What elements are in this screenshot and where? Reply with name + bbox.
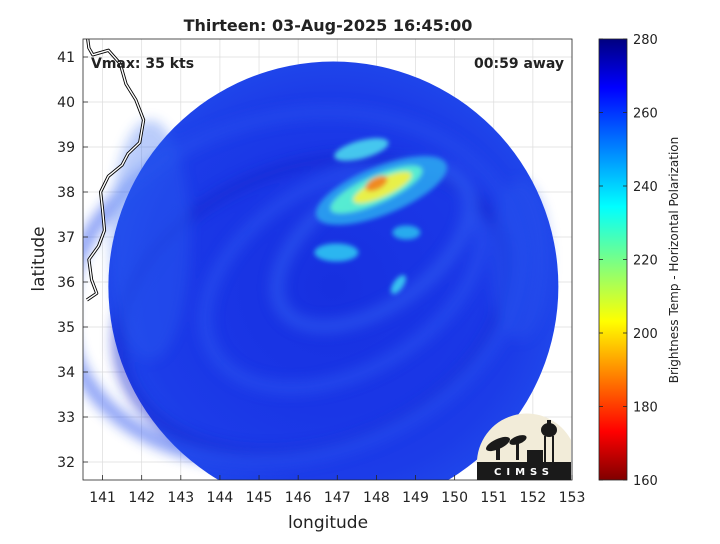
eastern-warm-patch: [490, 180, 550, 340]
y-tick-label: 37: [57, 230, 75, 246]
y-tick-label: 39: [57, 140, 75, 156]
y-tick-label: 38: [57, 185, 75, 201]
x-tick-label: 145: [246, 490, 273, 506]
x-axis-label: longitude: [288, 513, 368, 533]
x-tick-label: 143: [167, 490, 194, 506]
x-tick-label: 147: [324, 490, 351, 506]
x-tick-label: 141: [89, 490, 116, 506]
plot-frame: [82, 38, 573, 481]
y-tick-label: 41: [57, 50, 75, 66]
convection-core: [365, 175, 388, 192]
convection-fragment: [390, 275, 406, 294]
x-tick-label: 144: [207, 490, 234, 506]
y-tick-label: 34: [57, 365, 75, 381]
x-tick-label: 150: [441, 490, 468, 506]
colorbar-tick-label: 180: [633, 401, 658, 416]
y-tick-label: 36: [57, 275, 75, 291]
convection-fragment: [392, 225, 421, 240]
time-away-annotation: 00:59 away: [474, 56, 564, 72]
convection-fragment: [314, 243, 359, 262]
y-tick-label: 33: [57, 410, 75, 426]
y-axis-label: latitude: [29, 226, 49, 291]
swath-bands: [83, 104, 550, 469]
western-warm-patch: [110, 120, 190, 360]
vmax-annotation: Vmax: 35 kts: [91, 56, 194, 72]
x-tick-label: 149: [402, 490, 429, 506]
x-tick-label: 146: [285, 490, 312, 506]
convection-cluster: [314, 138, 447, 294]
colorbar-ticks: 160 180 200 220 240 260 280: [599, 33, 658, 489]
colorbar-tick-label: 260: [633, 107, 658, 122]
swath-layer: [83, 39, 559, 480]
colorbar-tick-label: 160: [633, 474, 658, 489]
colorbar-tick-label: 280: [633, 33, 658, 48]
cimss-logo-text: CIMSS: [494, 467, 554, 478]
y-axis-ticks: 32 33 34 35 36 37 38 39 40 41: [57, 50, 88, 471]
y-tick-label: 35: [57, 320, 75, 336]
chart-title: Thirteen: 03-Aug-2025 16:45:00: [184, 16, 473, 35]
cimss-logo: CIMSS: [477, 413, 571, 480]
y-tick-label: 32: [57, 455, 75, 471]
x-tick-label: 152: [520, 490, 547, 506]
x-tick-label: 151: [480, 490, 507, 506]
colorbar-tick-label: 240: [633, 180, 658, 195]
y-tick-label: 40: [57, 95, 75, 111]
convection-inner: [353, 171, 412, 204]
colorbar-tick-label: 220: [633, 254, 658, 269]
x-tick-label: 142: [128, 490, 155, 506]
x-tick-label: 153: [559, 490, 586, 506]
convection-fragment: [334, 138, 389, 161]
coastline: [86, 39, 145, 301]
colorbar-tick-label: 200: [633, 327, 658, 342]
x-tick-label: 148: [363, 490, 390, 506]
colorbar: [598, 38, 628, 481]
colorbar-label: Brightness Temp - Horizontal Polarizatio…: [667, 137, 681, 384]
x-axis-ticks: 141 142 143 144 145 146 147 148 149 150 151 152 153: [89, 475, 585, 506]
